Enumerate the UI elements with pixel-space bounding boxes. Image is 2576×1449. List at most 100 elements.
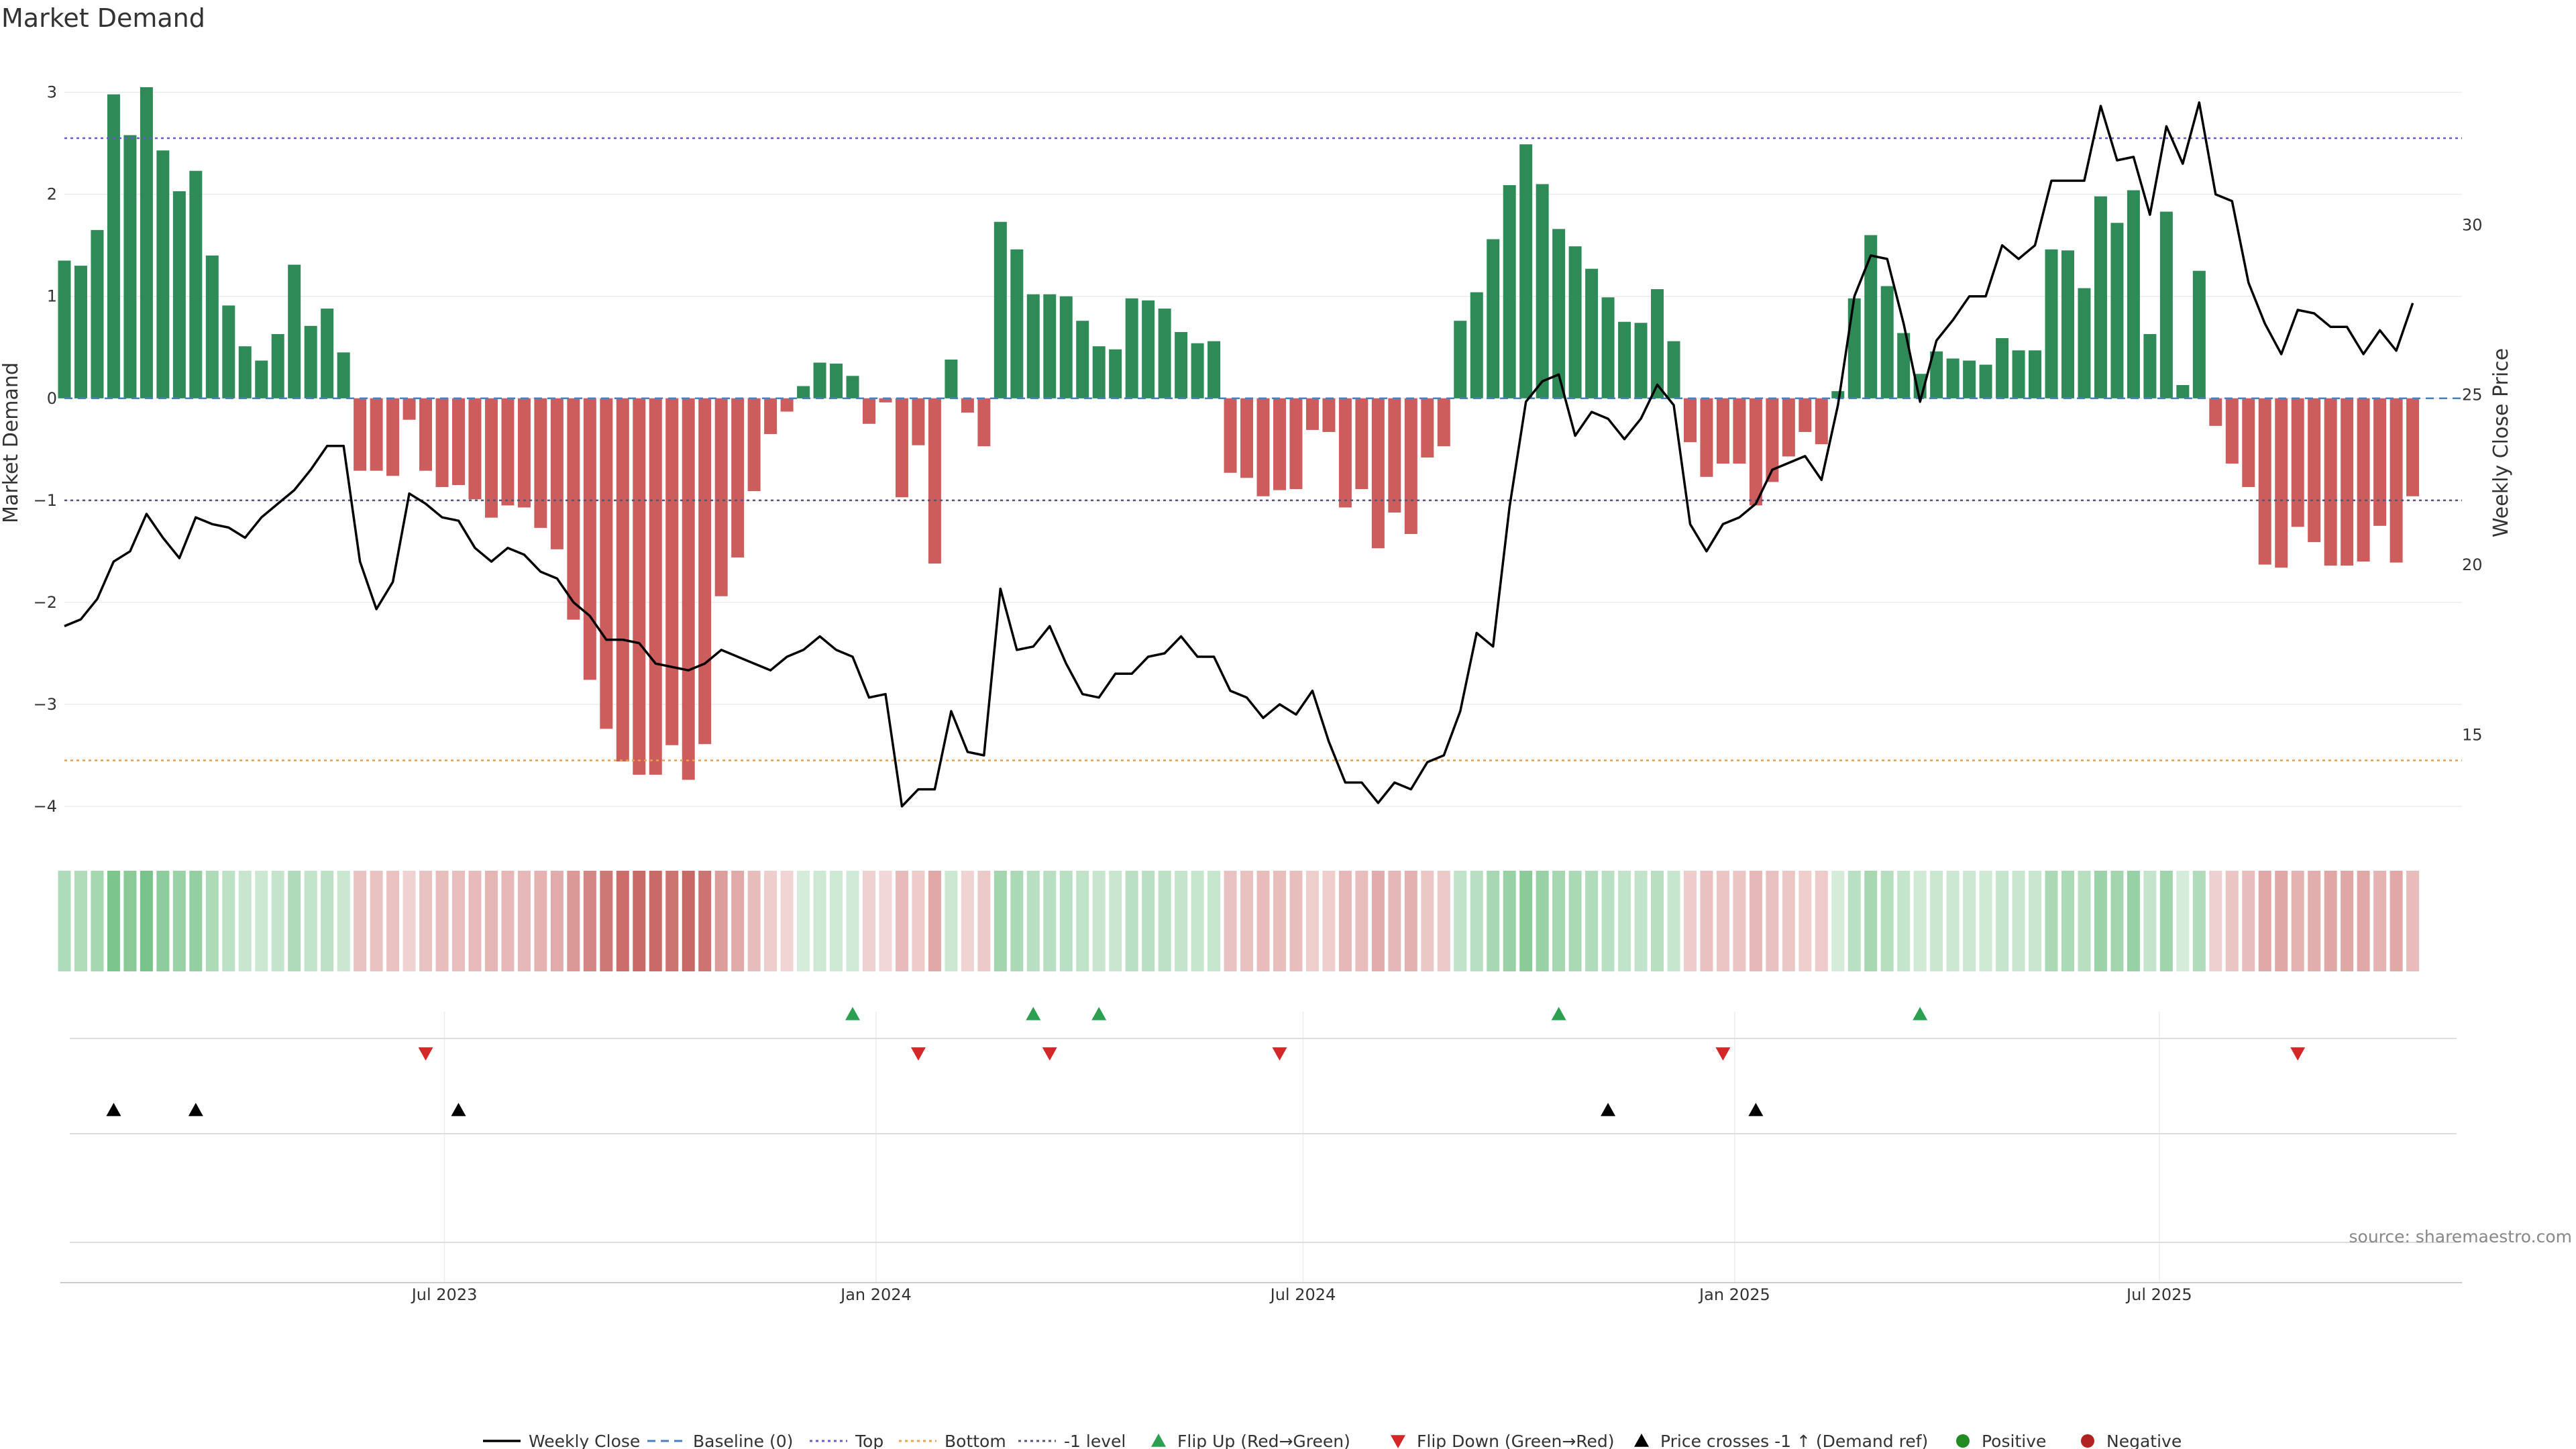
heat-cell bbox=[2341, 871, 2354, 971]
demand-bar-negative bbox=[1371, 398, 1385, 549]
heat-cell bbox=[830, 871, 843, 971]
demand-bar-positive bbox=[1880, 286, 1894, 398]
demand-bar-negative bbox=[517, 398, 531, 508]
flip-down-marker bbox=[1715, 1047, 1731, 1061]
price-cross-marker bbox=[1601, 1103, 1616, 1116]
heat-cell bbox=[2159, 871, 2173, 971]
heat-cell bbox=[2029, 871, 2042, 971]
heat-cell bbox=[633, 871, 646, 971]
legend-item: Negative bbox=[2081, 1432, 2182, 1449]
heat-cell bbox=[1240, 871, 1254, 971]
demand-bar-positive bbox=[1831, 391, 1845, 398]
weekly-close-line bbox=[64, 101, 2414, 808]
demand-bar-positive bbox=[2094, 196, 2107, 398]
demand-bar-positive bbox=[1142, 300, 1155, 398]
heat-cell bbox=[2390, 871, 2403, 971]
y-right-tick-label: 15 bbox=[2462, 726, 2483, 745]
heat-cell bbox=[2012, 871, 2025, 971]
flip-up-marker bbox=[1026, 1007, 1041, 1020]
flip-down-marker bbox=[418, 1047, 433, 1061]
demand-bar-positive bbox=[2176, 385, 2190, 398]
demand-bar-positive bbox=[2127, 190, 2140, 398]
heat-cell bbox=[1158, 871, 1171, 971]
heat-cell bbox=[1585, 871, 1599, 971]
demand-bar-positive bbox=[156, 150, 170, 398]
heat-cell bbox=[1634, 871, 1648, 971]
demand-bar-positive bbox=[2012, 350, 2025, 398]
demand-bar-positive bbox=[189, 170, 203, 398]
demand-bar-positive bbox=[1059, 296, 1073, 398]
heat-cell bbox=[1963, 871, 1976, 971]
heat-cell bbox=[2078, 871, 2091, 971]
y-left-tick-label: 3 bbox=[47, 83, 57, 102]
demand-bar-positive bbox=[1519, 144, 1533, 398]
demand-bar-negative bbox=[2373, 398, 2387, 526]
demand-bar-positive bbox=[1092, 346, 1106, 398]
heat-cell bbox=[1847, 871, 1861, 971]
demand-heat-strip bbox=[58, 871, 2420, 971]
demand-bar-negative bbox=[698, 398, 712, 745]
heat-cell bbox=[1142, 871, 1155, 971]
heat-cell bbox=[961, 871, 974, 971]
heat-cell bbox=[764, 871, 777, 971]
y-axis-left-title: Market Demand bbox=[0, 362, 23, 523]
heat-cell bbox=[1026, 871, 1040, 971]
heat-cell bbox=[534, 871, 547, 971]
heat-cell bbox=[172, 871, 186, 971]
heat-cell bbox=[2192, 871, 2206, 971]
demand-bar-negative bbox=[1388, 398, 1401, 513]
demand-bar-negative bbox=[1799, 398, 1812, 432]
demand-bar-positive bbox=[1109, 349, 1122, 398]
demand-bar-positive bbox=[1585, 268, 1599, 398]
heat-cell bbox=[1749, 871, 1762, 971]
demand-bar-positive bbox=[2110, 223, 2124, 398]
demand-bar-negative bbox=[550, 398, 564, 549]
chart-title: Market Demand bbox=[1, 3, 205, 33]
heat-cell bbox=[912, 871, 925, 971]
demand-bar-negative bbox=[402, 398, 416, 420]
heat-cell bbox=[797, 871, 810, 971]
y-left-tick-label: −4 bbox=[34, 797, 57, 816]
legend-item: Flip Up (Red→Green) bbox=[1177, 1432, 1350, 1449]
heat-cell bbox=[1930, 871, 1943, 971]
demand-bar-positive bbox=[337, 352, 350, 398]
heat-cell bbox=[698, 871, 712, 971]
heat-cell bbox=[484, 871, 498, 971]
demand-bar-negative bbox=[780, 398, 794, 412]
legend-label: Flip Up (Red→Green) bbox=[1177, 1432, 1350, 1449]
demand-bar-negative bbox=[2209, 398, 2222, 426]
demand-bar-negative bbox=[665, 398, 679, 745]
heat-cell bbox=[1700, 871, 1713, 971]
heat-cell bbox=[271, 871, 284, 971]
heat-cell bbox=[945, 871, 958, 971]
heat-cell bbox=[123, 871, 137, 971]
heat-cell bbox=[1536, 871, 1549, 971]
demand-bar-positive bbox=[271, 333, 284, 398]
heat-cell bbox=[1388, 871, 1401, 971]
demand-bar-negative bbox=[1256, 398, 1270, 496]
demand-bar-positive bbox=[255, 360, 268, 398]
heat-cell bbox=[846, 871, 859, 971]
heat-cell bbox=[2094, 871, 2107, 971]
demand-bar-positive bbox=[1026, 294, 1040, 398]
demand-bar-negative bbox=[714, 398, 728, 596]
demand-bar-negative bbox=[2341, 398, 2354, 566]
demand-bar-positive bbox=[797, 386, 810, 398]
heat-cell bbox=[2127, 871, 2140, 971]
demand-bar-positive bbox=[1503, 184, 1516, 398]
heat-cell bbox=[583, 871, 596, 971]
heat-cell bbox=[370, 871, 383, 971]
demand-bar-positive bbox=[1175, 331, 1188, 398]
heat-cell bbox=[1815, 871, 1828, 971]
y-right-tick-label: 30 bbox=[2462, 215, 2483, 234]
heat-cell bbox=[2225, 871, 2239, 971]
heat-cell bbox=[1552, 871, 1566, 971]
legend-item: Baseline (0) bbox=[647, 1432, 793, 1449]
demand-bar-negative bbox=[435, 398, 449, 488]
legend-label: Flip Down (Green→Red) bbox=[1417, 1432, 1615, 1449]
price-cross-marker bbox=[451, 1103, 466, 1116]
demand-bar-positive bbox=[1963, 360, 1976, 398]
demand-bar-positive bbox=[1191, 343, 1204, 398]
y-right-tick-label: 25 bbox=[2462, 386, 2483, 405]
y-right-tick-label: 20 bbox=[2462, 555, 2483, 574]
